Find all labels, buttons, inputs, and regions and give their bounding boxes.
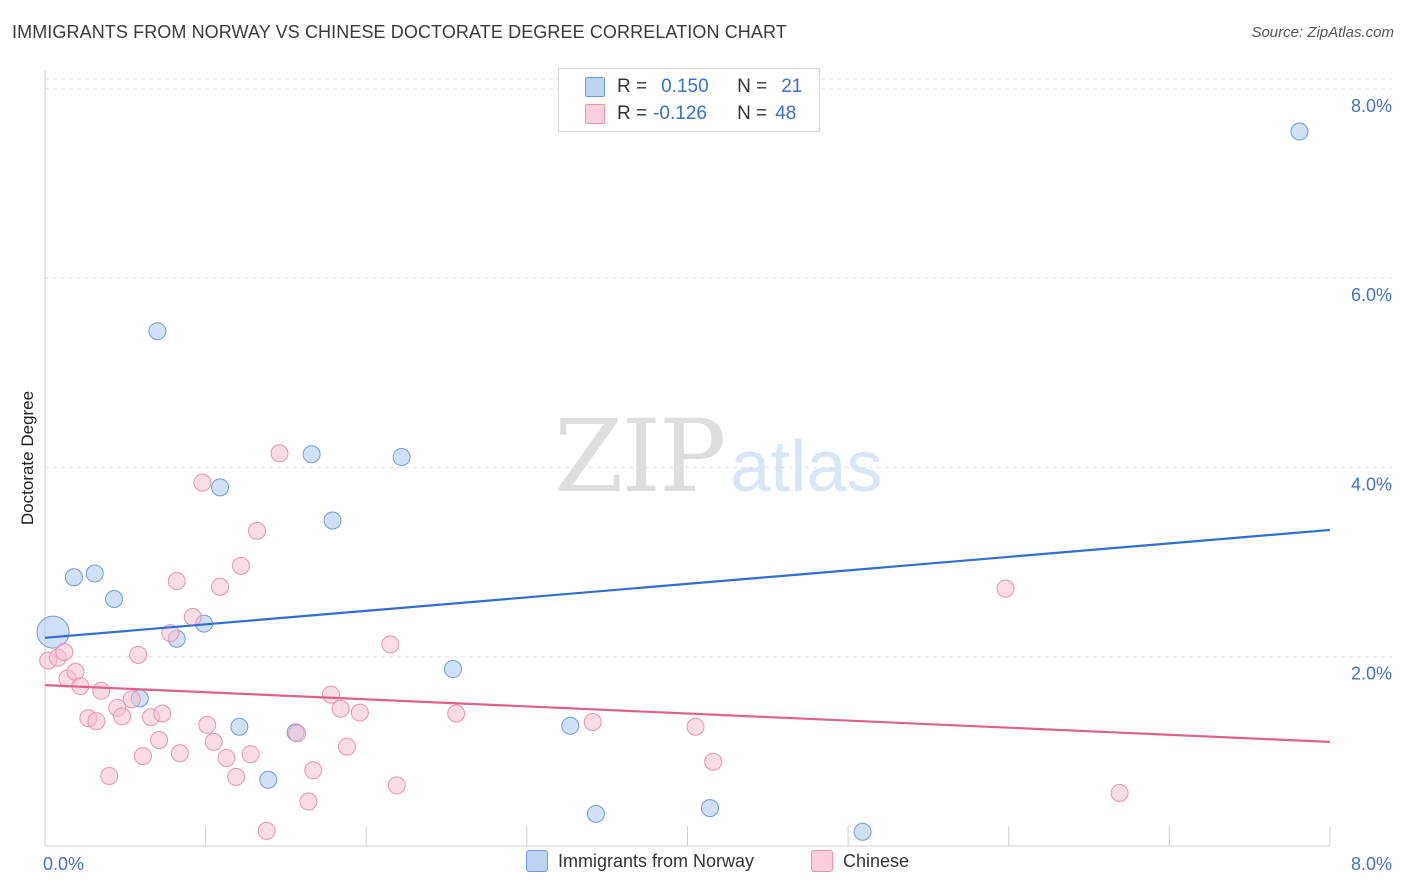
- y-tick-label: 8.0%: [1351, 96, 1392, 116]
- correlation-legend: R = 0.150 N = 21 R = -0.126 N = 48: [558, 68, 820, 132]
- norway-point: [586, 804, 605, 823]
- x-tick-label: 0.0%: [43, 854, 84, 874]
- norway-point: [36, 615, 70, 649]
- chinese-point: [161, 624, 180, 643]
- chinese-point: [331, 699, 350, 718]
- norway-point: [230, 717, 249, 736]
- n-key: N =: [737, 103, 768, 124]
- chinese-point: [447, 704, 466, 723]
- legend-label-chinese: Chinese: [843, 850, 910, 871]
- norway-point: [64, 568, 83, 587]
- chinese-point: [55, 643, 74, 661]
- norway-swatch-icon: [585, 77, 605, 97]
- norway-point: [443, 660, 462, 679]
- chinese-point: [288, 724, 307, 743]
- chinese-swatch-icon: [585, 104, 605, 124]
- y-tick-label: 6.0%: [1351, 285, 1392, 305]
- legend-row-chinese: R = -0.126 N = 48: [585, 101, 796, 127]
- chinese-point: [686, 717, 705, 736]
- chinese-point: [387, 776, 406, 795]
- r-value: -0.126: [653, 103, 707, 124]
- chinese-point: [129, 645, 148, 664]
- chinese-point: [198, 715, 217, 734]
- chinese-point: [211, 577, 230, 596]
- chinese-trend-line: [44, 684, 1331, 744]
- norway-point: [211, 478, 230, 497]
- chinese-point: [257, 821, 276, 840]
- norway-point: [392, 448, 411, 467]
- chinese-point: [1110, 784, 1129, 803]
- chart-title: IMMIGRANTS FROM NORWAY VS CHINESE DOCTOR…: [12, 22, 787, 42]
- chinese-point: [299, 792, 318, 811]
- norway-point: [561, 716, 580, 735]
- legend-row-norway: R = 0.150 N = 21: [585, 74, 802, 100]
- chinese-point: [583, 713, 602, 732]
- chinese-point: [87, 712, 106, 731]
- watermark: ZIPatlas: [554, 398, 882, 515]
- n-value: 48: [775, 103, 797, 124]
- chinese-point: [337, 737, 356, 756]
- norway-point: [259, 770, 278, 789]
- chinese-point: [170, 744, 189, 763]
- series-legend: Immigrants from Norway Chinese: [0, 850, 1406, 878]
- norway-point: [85, 564, 104, 583]
- r-key: R =: [617, 103, 648, 124]
- n-key: N =: [737, 76, 768, 97]
- chinese-point: [113, 707, 132, 726]
- norway-point: [700, 799, 719, 818]
- r-key: R =: [617, 76, 648, 97]
- chinese-point: [193, 473, 212, 492]
- chinese-point: [304, 761, 323, 780]
- chinese-legend-swatch-icon: [811, 850, 833, 872]
- chinese-point: [167, 572, 186, 591]
- chinese-point: [350, 703, 369, 722]
- norway-point: [302, 445, 321, 464]
- legend-item-norway: Immigrants from Norway: [526, 850, 754, 872]
- norway-point: [148, 322, 167, 341]
- chinese-point: [231, 556, 250, 575]
- norway-point: [105, 590, 124, 609]
- chinese-point: [133, 747, 152, 766]
- norway-point: [1290, 122, 1309, 141]
- chinese-point: [227, 767, 246, 786]
- n-value: 21: [781, 76, 803, 97]
- norway-point: [323, 511, 342, 530]
- chinese-point: [381, 635, 400, 654]
- norway-legend-swatch-icon: [526, 850, 548, 872]
- legend-label-norway: Immigrants from Norway: [558, 850, 755, 871]
- chinese-point: [996, 579, 1015, 598]
- chinese-point: [217, 748, 236, 767]
- watermark-zip: ZIP: [554, 398, 726, 515]
- chinese-point: [248, 521, 267, 540]
- chinese-point: [122, 690, 141, 709]
- chinese-point: [153, 704, 172, 723]
- chinese-point: [321, 685, 340, 704]
- chinese-point: [183, 607, 202, 626]
- norway-trend-line: [44, 528, 1331, 639]
- legend-item-chinese: Chinese: [811, 850, 909, 872]
- y-tick-label: 2.0%: [1351, 664, 1392, 684]
- norway-point: [853, 822, 872, 841]
- chinese-point: [92, 681, 111, 700]
- chinese-point: [704, 752, 723, 771]
- chinese-point: [204, 732, 223, 751]
- y-tick-label: 4.0%: [1351, 474, 1392, 494]
- chinese-point: [270, 444, 289, 463]
- source-credit: Source: ZipAtlas.com: [1251, 24, 1394, 41]
- x-tick-label: 8.0%: [1351, 854, 1392, 874]
- r-value: 0.150: [661, 76, 709, 97]
- chinese-point: [241, 745, 260, 764]
- y-axis-title: Doctorate Degree: [18, 391, 37, 525]
- chinese-point: [150, 731, 169, 750]
- chinese-point: [100, 766, 119, 785]
